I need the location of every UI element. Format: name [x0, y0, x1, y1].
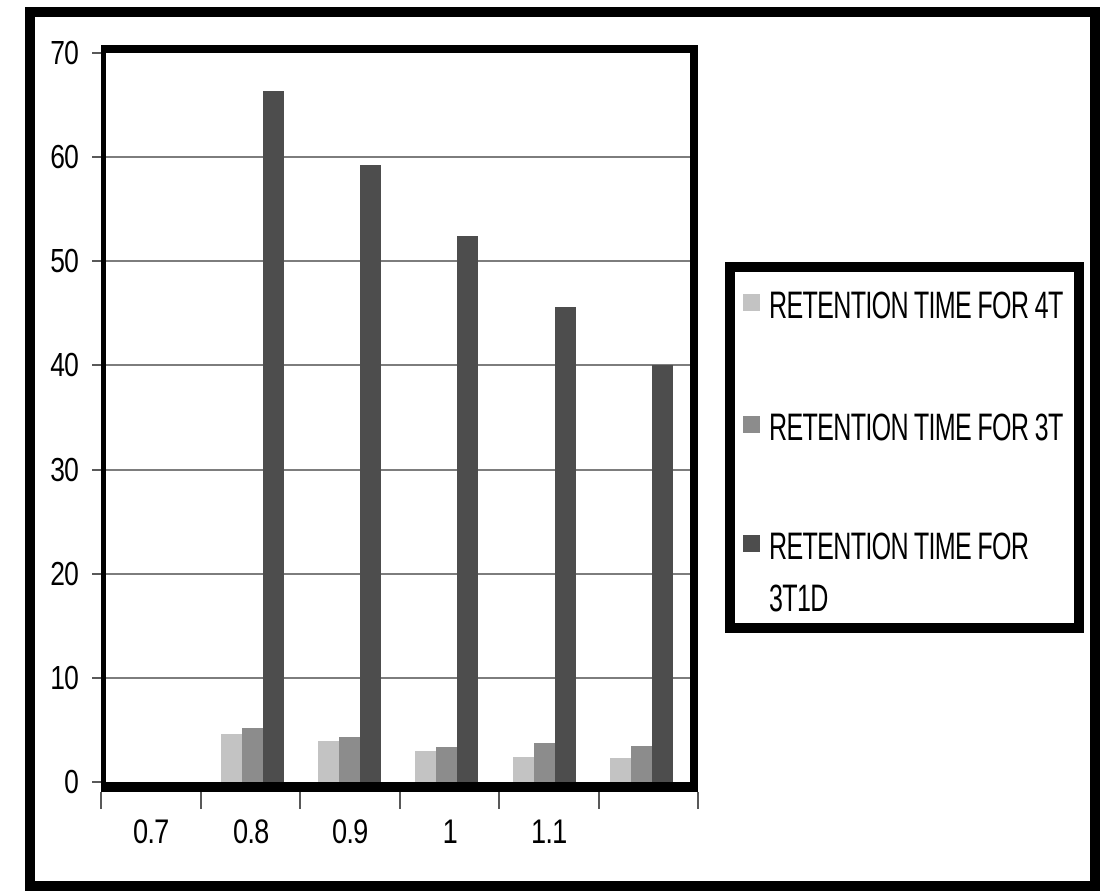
gridline [106, 676, 690, 679]
x-axis-label: 0.8 [232, 813, 269, 851]
x-axis-label: 1.1 [531, 813, 567, 851]
bar [512, 757, 534, 782]
legend-item: RETENTION TIME FOR 4T [743, 280, 1114, 332]
x-axis-label: 0.7 [133, 813, 169, 851]
x-axis-label: 0.9 [332, 813, 368, 851]
y-axis-tick [92, 364, 101, 367]
x-axis-tick [100, 792, 102, 809]
gridline [106, 572, 690, 575]
bar [220, 734, 242, 782]
bar [415, 750, 437, 782]
y-axis-tick [92, 468, 101, 471]
legend-swatch-icon [743, 535, 760, 552]
y-axis-label: 40 [50, 346, 79, 384]
plot-area [101, 45, 698, 792]
bar [359, 165, 381, 782]
y-axis-tick [92, 572, 101, 575]
x-axis-tick [597, 792, 600, 809]
y-axis-tick [92, 781, 101, 783]
gridline [106, 468, 690, 471]
y-axis-tick [92, 676, 101, 679]
y-axis-tick [92, 52, 101, 54]
legend-item-label: RETENTION TIME FOR 3T [769, 407, 1063, 449]
x-axis-tick [398, 792, 401, 809]
bar [436, 746, 458, 782]
y-axis-label: 30 [50, 450, 79, 488]
legend-item: RETENTION TIME FOR 3T [743, 402, 1114, 454]
bar [338, 737, 360, 782]
y-axis-label: 50 [50, 242, 79, 280]
bar [241, 727, 263, 782]
bar [533, 743, 555, 782]
x-axis-label: 1 [442, 813, 457, 851]
y-axis-label: 0 [64, 763, 79, 800]
bar [609, 758, 631, 782]
bar [317, 741, 339, 782]
gridline [106, 364, 690, 367]
bar [457, 236, 479, 782]
bar [554, 307, 576, 782]
y-axis-label: 60 [50, 138, 79, 176]
x-axis-tick [697, 792, 699, 809]
y-axis-label: 20 [50, 554, 79, 592]
bar [630, 745, 652, 782]
x-axis-tick [199, 792, 202, 809]
y-axis-tick [92, 260, 101, 263]
gridline [106, 260, 690, 263]
legend-item-label: RETENTION TIME FOR 3T1D [769, 526, 1029, 620]
x-axis-tick [299, 792, 301, 809]
bar [262, 90, 284, 782]
y-axis-label: 10 [50, 658, 79, 696]
legend-swatch-icon [743, 416, 760, 433]
x-axis-tick [498, 792, 500, 809]
y-axis-label: 70 [50, 34, 79, 71]
legend-box: RETENTION TIME FOR 4T RETENTION TIME FOR … [725, 262, 1084, 633]
y-axis-tick [92, 156, 101, 159]
legend-item-label: RETENTION TIME FOR 4T [769, 285, 1063, 327]
legend-swatch-icon [743, 294, 760, 311]
figure-border [25, 7, 1100, 891]
bar [651, 365, 673, 782]
legend-item: RETENTION TIME FOR 3T1D [743, 521, 1114, 625]
gridline [106, 156, 690, 159]
plot-inner [106, 53, 690, 782]
